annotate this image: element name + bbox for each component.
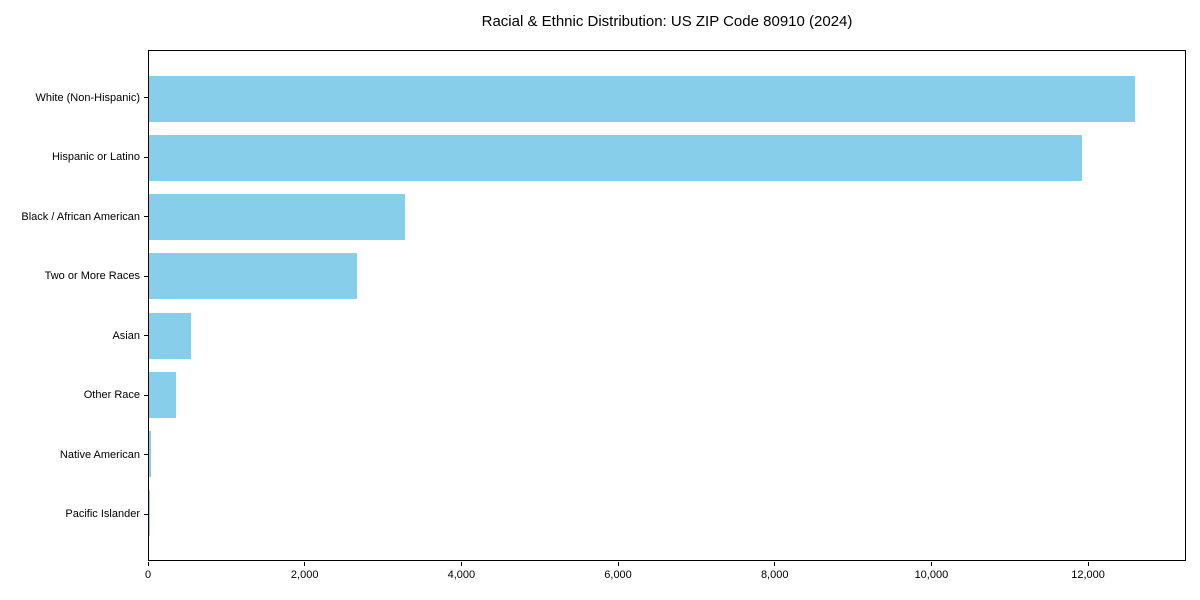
y-tick-label: Black / African American [21, 210, 140, 223]
x-tick-mark [617, 562, 619, 566]
bar [149, 75, 1135, 122]
y-tick-mark [144, 275, 148, 277]
x-tick-mark [774, 562, 776, 566]
bar-row [149, 128, 1185, 187]
x-tick-label: 6,000 [604, 569, 632, 581]
bar [149, 371, 176, 418]
bar-row [149, 365, 1185, 424]
bar [149, 253, 357, 300]
y-tick-label: Pacific Islander [65, 508, 140, 521]
y-tick-mark [144, 156, 148, 158]
bar [149, 312, 192, 359]
y-tick-mark [144, 394, 148, 396]
bar-rows-container [149, 51, 1185, 560]
x-tick-label: 0 [144, 569, 152, 581]
y-tick-label: White (Non-Hispanic) [35, 91, 140, 104]
bar [149, 431, 152, 478]
y-tick-label: Native American [59, 448, 140, 461]
bar-row [149, 247, 1185, 306]
y-tick-label: Asian [112, 329, 140, 342]
bar-row [149, 306, 1185, 365]
y-tick-label: Two or More Races [44, 270, 140, 283]
x-tick-label: 8,000 [760, 569, 789, 581]
x-tick-mark [147, 562, 149, 566]
y-tick-mark [144, 513, 148, 515]
x-tick-label: 2,000 [290, 569, 319, 581]
bar [149, 490, 151, 537]
y-tick-mark [144, 97, 148, 99]
chart-title: Racial & Ethnic Distribution: US ZIP Cod… [481, 13, 853, 30]
bar [149, 134, 1083, 181]
bar-row [149, 425, 1185, 484]
x-tick-mark [1087, 562, 1089, 566]
bar-row [149, 69, 1185, 128]
bar-row [149, 188, 1185, 247]
x-tick-mark [304, 562, 306, 566]
x-tick-label: 4,000 [447, 569, 476, 581]
y-tick-label: Other Race [83, 389, 140, 402]
y-tick-label: Hispanic or Latino [51, 151, 140, 164]
bar-row [149, 484, 1185, 543]
y-tick-mark [144, 454, 148, 456]
x-tick-mark [930, 562, 932, 566]
plot-area [148, 50, 1186, 561]
y-tick-mark [144, 216, 148, 218]
x-tick-label: 10,000 [914, 569, 949, 581]
x-tick-label: 12,000 [1071, 569, 1105, 581]
bar [149, 194, 405, 241]
x-tick-mark [460, 562, 462, 566]
y-tick-mark [144, 335, 148, 337]
